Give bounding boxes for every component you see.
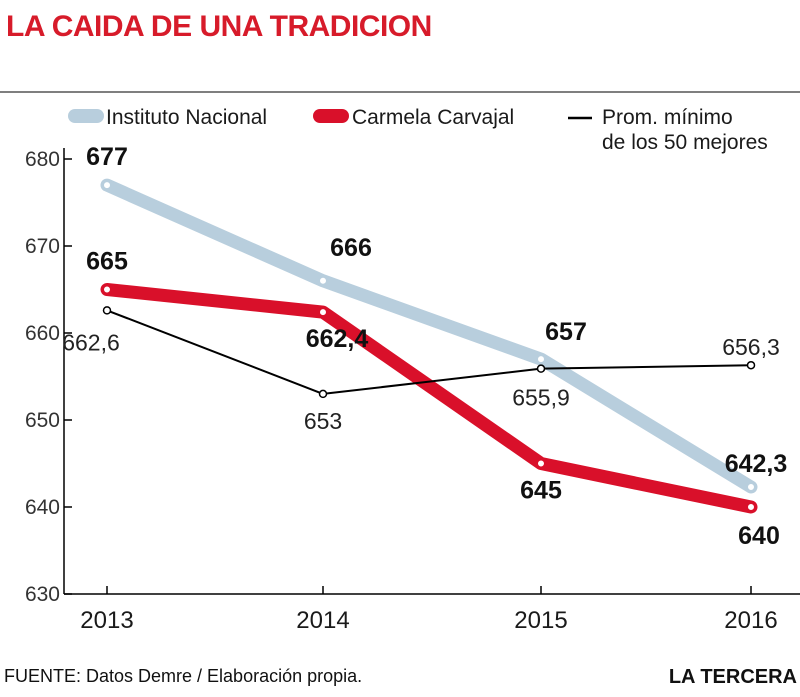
data-label-promedio: 653 <box>304 408 342 434</box>
data-point-carmela <box>747 503 755 511</box>
data-point-carmela <box>319 308 327 317</box>
x-tick-label: 2016 <box>724 607 777 634</box>
legend-label-promedio-line2: de los 50 mejores <box>602 131 768 154</box>
data-point-carmela <box>537 459 545 468</box>
legend: Instituto Nacional Carmela Carvajal Prom… <box>68 106 768 154</box>
data-label-promedio: 662,6 <box>62 329 120 355</box>
data-label-instituto: 666 <box>330 234 372 262</box>
data-point-instituto <box>319 276 327 285</box>
data-point-instituto <box>103 181 111 190</box>
y-tick-label: 650 <box>25 409 60 432</box>
legend-label-instituto: Instituto Nacional <box>106 106 267 129</box>
footer-brand: LA TERCERA <box>669 666 797 688</box>
data-label-carmela: 665 <box>86 248 128 276</box>
x-axis: 2013 2014 2015 2016 <box>64 586 800 634</box>
y-tick-label: 630 <box>25 583 60 606</box>
data-point-carmela <box>103 285 111 294</box>
plot-area <box>100 178 758 514</box>
data-point-instituto <box>747 482 755 491</box>
y-tick-label: 640 <box>25 496 60 519</box>
data-point-promedio <box>102 306 112 315</box>
footer-source: FUENTE: Datos Demre / Elaboración propia… <box>4 666 362 686</box>
series-line-carmela <box>100 283 758 514</box>
data-labels: 677 666 657 642,3 665 662,4 645 640 662,6 653 655,… <box>62 143 787 550</box>
data-label-carmela: 662,4 <box>306 325 369 353</box>
x-tick-label: 2014 <box>296 607 349 634</box>
x-tick-label: 2015 <box>514 607 567 634</box>
data-point-promedio <box>536 364 546 373</box>
y-tick-label: 660 <box>25 322 60 345</box>
legend-label-promedio-line1: Prom. mínimo <box>602 106 733 129</box>
x-tick-label: 2013 <box>80 607 133 634</box>
data-label-instituto: 642,3 <box>725 450 788 478</box>
series-line-promedio <box>106 309 752 395</box>
data-point-instituto <box>537 355 545 364</box>
data-label-carmela: 645 <box>520 477 562 505</box>
data-point-promedio <box>318 389 328 399</box>
y-tick-label: 670 <box>25 235 60 258</box>
data-label-instituto: 657 <box>545 318 587 346</box>
legend-label-carmela: Carmela Carvajal <box>352 106 514 129</box>
series-line-instituto <box>100 178 758 494</box>
chart-title: LA CAIDA DE UNA TRADICION <box>6 10 432 43</box>
data-label-promedio: 656,3 <box>722 334 780 360</box>
data-label-carmela: 640 <box>738 522 780 550</box>
data-label-instituto: 677 <box>86 143 128 171</box>
y-tick-label: 680 <box>25 148 60 171</box>
data-label-promedio: 655,9 <box>512 385 570 411</box>
y-axis: 630 640 650 660 670 680 <box>25 148 72 606</box>
data-point-promedio <box>746 360 756 370</box>
